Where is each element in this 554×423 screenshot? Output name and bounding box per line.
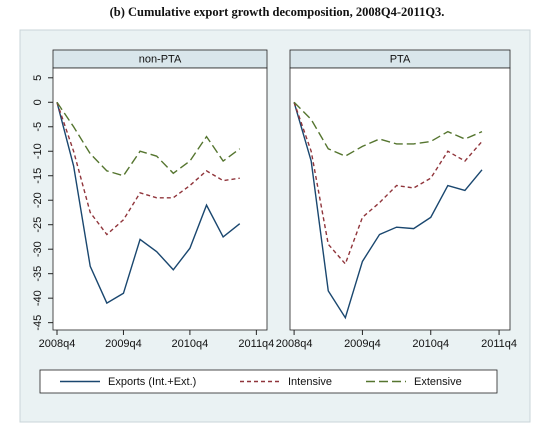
series-line (293, 101, 483, 157)
y-tick-label: -40 (32, 290, 44, 306)
y-tick-label: -45 (32, 315, 44, 331)
y-tick-label: -25 (32, 217, 44, 233)
figure-title: (b) Cumulative export growth decompositi… (110, 5, 445, 19)
legend-label: Extensive (414, 376, 462, 388)
legend-label: Exports (Int.+Ext.) (108, 376, 196, 388)
x-tick-label: 2008q4 (39, 338, 76, 350)
legend-label: Intensive (288, 376, 332, 388)
plot-area (52, 67, 268, 331)
y-tick-label: -35 (32, 266, 44, 282)
y-tick-label: -30 (32, 241, 44, 257)
panel-title: PTA (390, 53, 411, 65)
panel-title: non-PTA (139, 53, 182, 65)
x-tick-label: 2009q4 (105, 338, 142, 350)
plot-area (289, 67, 511, 331)
x-tick-label: 2010q4 (172, 338, 209, 350)
y-tick-label: -5 (32, 122, 44, 132)
y-tick-label: -15 (32, 168, 44, 184)
series-line (293, 102, 483, 320)
x-tick-label: 2010q4 (412, 338, 449, 350)
y-tick-label: 0 (32, 99, 44, 105)
series-line (56, 102, 240, 236)
y-tick-label: -10 (32, 143, 44, 159)
y-tick-label: 5 (32, 75, 44, 81)
x-tick-label: 2011q4 (481, 338, 517, 350)
x-tick-label: 2011q4 (238, 338, 274, 350)
x-tick-label: 2009q4 (344, 338, 381, 350)
x-tick-label: 2008q4 (276, 338, 313, 350)
series-line (56, 102, 241, 305)
y-tick-label: -20 (32, 192, 44, 208)
series-line (56, 101, 241, 177)
